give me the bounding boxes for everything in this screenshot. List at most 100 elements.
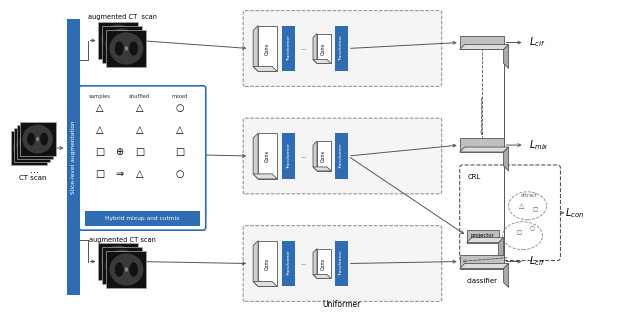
Bar	[282, 241, 295, 286]
Polygon shape	[460, 44, 509, 49]
Bar	[317, 33, 331, 64]
Text: □: □	[95, 169, 104, 179]
Polygon shape	[504, 147, 509, 171]
Text: □: □	[135, 147, 144, 157]
Ellipse shape	[125, 46, 128, 51]
Bar	[467, 230, 499, 243]
Bar	[17, 125, 52, 159]
Ellipse shape	[125, 37, 134, 52]
Text: ...: ...	[124, 22, 133, 32]
Polygon shape	[313, 249, 317, 279]
Text: △: △	[519, 203, 524, 209]
Text: projector: projector	[471, 233, 495, 238]
Text: attract: attract	[521, 193, 538, 198]
Text: Slice-level augmentation: Slice-level augmentation	[70, 120, 76, 194]
Bar	[282, 133, 295, 179]
Ellipse shape	[13, 134, 44, 162]
Text: △: △	[136, 103, 143, 113]
Text: △: △	[175, 125, 183, 135]
Ellipse shape	[111, 37, 120, 52]
Text: samples: samples	[88, 94, 111, 99]
Ellipse shape	[21, 139, 29, 151]
Bar	[335, 133, 348, 179]
Polygon shape	[253, 66, 277, 71]
Polygon shape	[253, 174, 277, 179]
Text: CRL: CRL	[468, 174, 481, 180]
Polygon shape	[499, 238, 504, 260]
Ellipse shape	[102, 245, 136, 278]
Ellipse shape	[121, 254, 130, 269]
Ellipse shape	[129, 262, 138, 277]
Polygon shape	[313, 59, 331, 64]
Text: Conv: Conv	[321, 42, 326, 55]
Text: ○: ○	[175, 169, 184, 179]
Text: △: △	[96, 103, 103, 113]
Text: mixed: mixed	[171, 94, 188, 99]
Text: augmented CT scan: augmented CT scan	[89, 237, 156, 243]
Bar	[106, 251, 147, 288]
FancyBboxPatch shape	[460, 165, 561, 260]
Ellipse shape	[125, 267, 128, 272]
Ellipse shape	[107, 33, 116, 48]
Text: Conv: Conv	[264, 150, 269, 162]
Text: ...: ...	[30, 165, 39, 175]
Text: ...: ...	[300, 153, 306, 158]
Polygon shape	[253, 241, 258, 286]
Polygon shape	[313, 167, 331, 171]
Ellipse shape	[102, 24, 136, 57]
Polygon shape	[504, 264, 509, 287]
FancyBboxPatch shape	[79, 86, 205, 230]
Text: Transformer: Transformer	[339, 143, 344, 169]
Text: △: △	[96, 125, 103, 135]
Polygon shape	[253, 133, 258, 179]
Ellipse shape	[37, 136, 45, 148]
Ellipse shape	[115, 262, 124, 277]
Ellipse shape	[18, 141, 26, 155]
Text: Conv: Conv	[264, 257, 269, 270]
Ellipse shape	[129, 41, 138, 56]
Bar	[258, 133, 277, 179]
Text: ○: ○	[175, 103, 184, 113]
Text: ...: ...	[300, 46, 306, 51]
Text: Conv: Conv	[264, 42, 269, 55]
Bar	[13, 128, 49, 162]
Ellipse shape	[109, 254, 143, 285]
Bar	[99, 22, 138, 59]
Ellipse shape	[30, 143, 33, 147]
Text: Hybrid mixup and cutmix: Hybrid mixup and cutmix	[105, 216, 180, 221]
Text: ⇒: ⇒	[115, 169, 124, 179]
Ellipse shape	[27, 133, 35, 146]
Text: Conv: Conv	[321, 257, 326, 270]
Ellipse shape	[24, 136, 32, 148]
Text: ...: ...	[124, 243, 133, 253]
Bar	[282, 26, 295, 71]
Text: shuffled: shuffled	[129, 94, 150, 99]
Bar	[102, 26, 142, 64]
Text: □: □	[175, 147, 184, 157]
Bar	[20, 122, 56, 156]
Bar	[317, 141, 331, 171]
Ellipse shape	[117, 259, 120, 264]
Polygon shape	[467, 238, 504, 243]
Polygon shape	[313, 141, 317, 171]
Text: Transformer: Transformer	[339, 251, 344, 276]
Text: ○: ○	[530, 225, 535, 230]
Ellipse shape	[109, 33, 143, 64]
Text: $L_{clf}$: $L_{clf}$	[529, 36, 545, 49]
Bar	[335, 241, 348, 286]
Polygon shape	[313, 275, 331, 279]
Bar	[460, 36, 504, 49]
FancyBboxPatch shape	[243, 226, 442, 301]
Text: Conv: Conv	[321, 150, 326, 162]
Polygon shape	[460, 264, 509, 269]
Ellipse shape	[115, 41, 124, 56]
Text: ...: ...	[300, 261, 306, 266]
Bar	[460, 138, 504, 152]
Text: △: △	[136, 169, 143, 179]
Ellipse shape	[40, 133, 48, 146]
Bar	[335, 26, 348, 71]
Bar	[460, 254, 504, 269]
Ellipse shape	[106, 249, 140, 282]
Polygon shape	[504, 44, 509, 69]
Ellipse shape	[111, 258, 120, 273]
